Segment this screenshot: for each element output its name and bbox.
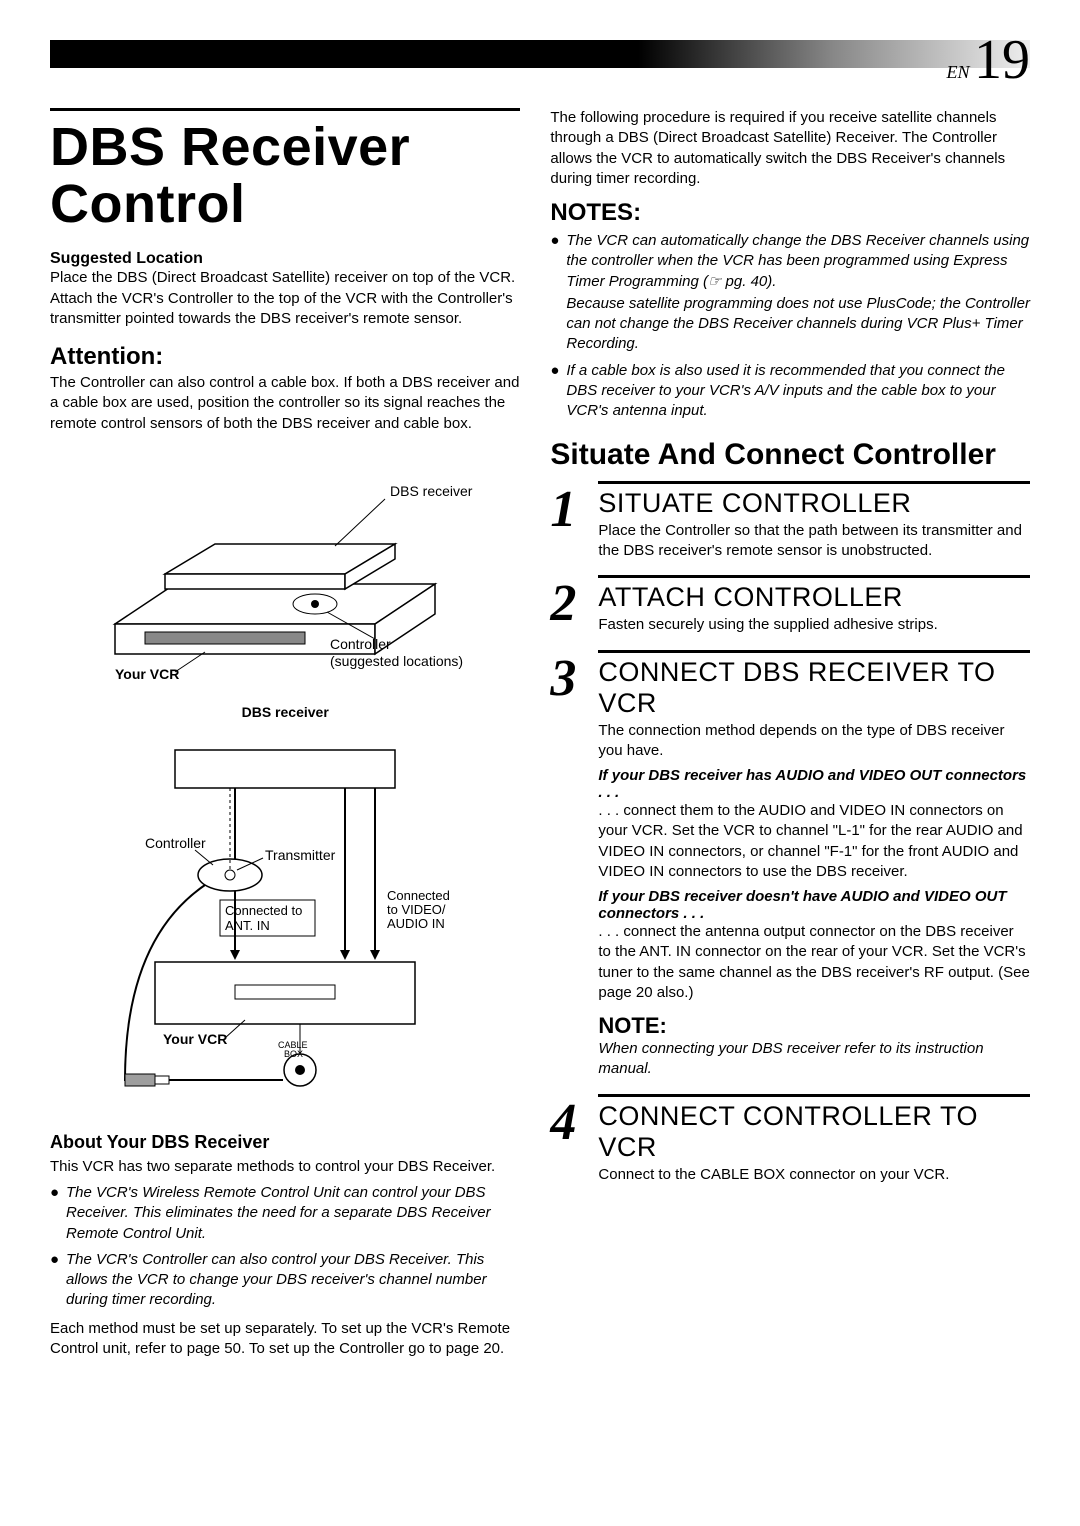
step-2-text: Fasten securely using the supplied adhes…: [598, 615, 1030, 635]
step-1-rule: [598, 481, 1030, 484]
step-2-num: 2: [550, 575, 586, 635]
step-4: 4 CONNECT CONTROLLER TO VCR Connect to t…: [550, 1094, 1030, 1185]
diagram2-header: DBS receiver: [50, 704, 520, 720]
d2-av: Connected to VIDEO/ AUDIO IN: [387, 888, 454, 931]
two-column-layout: DBS Receiver Control Suggested Location …: [50, 108, 1030, 1359]
about-intro: This VCR has two separate methods to con…: [50, 1157, 520, 1177]
notes-title: NOTES:: [550, 199, 1030, 227]
attention-body: The Controller can also control a cable …: [50, 373, 520, 434]
step-3-title: CONNECT DBS RECEIVER TO VCR: [598, 657, 1030, 719]
about-outro: Each method must be set up separately. T…: [50, 1319, 520, 1360]
diagram-wiring: Controller Transmitter Connected to ANT.…: [50, 740, 520, 1120]
about-head: About Your DBS Receiver: [50, 1132, 520, 1153]
step-3-sub2-head: If your DBS receiver doesn't have AUDIO …: [598, 888, 1030, 922]
d2-transmitter: Transmitter: [265, 847, 336, 863]
situate-connect-title: Situate And Connect Controller: [550, 439, 1030, 471]
note-0: The VCR can automatically change the DBS…: [550, 231, 1030, 355]
d1-vcr-label: Your VCR: [115, 666, 179, 682]
step-4-title: CONNECT CONTROLLER TO VCR: [598, 1101, 1030, 1163]
d2-ant: Connected to ANT. IN: [225, 903, 306, 933]
step-2: 2 ATTACH CONTROLLER Fasten securely usin…: [550, 575, 1030, 635]
step-3-sub1-head: If your DBS receiver has AUDIO and VIDEO…: [598, 767, 1030, 801]
step-1-title: SITUATE CONTROLLER: [598, 488, 1030, 519]
about-bullet-0: The VCR's Wireless Remote Control Unit c…: [50, 1183, 520, 1244]
d2-cablebox2: BOX: [284, 1049, 303, 1059]
attention-title: Attention:: [50, 343, 520, 371]
step-1: 1 SITUATE CONTROLLER Place the Controlle…: [550, 481, 1030, 562]
about-bullet-1: The VCR's Controller can also control yo…: [50, 1250, 520, 1311]
step-4-text: Connect to the CABLE BOX connector on yo…: [598, 1165, 1030, 1185]
step-3-sub2-text: . . . connect the antenna output connect…: [598, 922, 1030, 1003]
about-bullets: The VCR's Wireless Remote Control Unit c…: [50, 1183, 520, 1311]
step-1-num: 1: [550, 481, 586, 562]
note-1-main: If a cable box is also used it is recomm…: [566, 362, 1005, 420]
suggested-location-head: Suggested Location: [50, 250, 520, 268]
header-gradient-bar: EN 19: [50, 40, 1030, 68]
step-3-note-text: When connecting your DBS receiver refer …: [598, 1039, 1030, 1080]
note-0-main: The VCR can automatically change the DBS…: [566, 232, 1029, 290]
left-column: DBS Receiver Control Suggested Location …: [50, 108, 520, 1359]
suggested-location-body: Place the DBS (Direct Broadcast Satellit…: [50, 268, 520, 329]
step-1-text: Place the Controller so that the path be…: [598, 521, 1030, 562]
note-0-sub: Because satellite programming does not u…: [566, 294, 1030, 355]
note-1: If a cable box is also used it is recomm…: [550, 361, 1030, 422]
d1-dbs-label: DBS receiver: [390, 483, 473, 499]
d2-vcr: Your VCR: [163, 1031, 227, 1047]
step-3: 3 CONNECT DBS RECEIVER TO VCR The connec…: [550, 650, 1030, 1080]
d1-controller-label: Controller: [330, 636, 391, 652]
page-prefix: EN: [946, 62, 969, 82]
d2-controller: Controller: [145, 835, 206, 851]
page-number: EN 19: [946, 32, 1030, 88]
step-3-text: The connection method depends on the typ…: [598, 721, 1030, 762]
step-3-note-title: NOTE:: [598, 1013, 1030, 1039]
title-rule: [50, 108, 520, 111]
d1-suggested-label: (suggested locations): [330, 653, 463, 669]
step-3-sub1-text: . . . connect them to the AUDIO and VIDE…: [598, 801, 1030, 882]
notes-list: The VCR can automatically change the DBS…: [550, 231, 1030, 421]
step-2-rule: [598, 575, 1030, 578]
step-3-num: 3: [550, 650, 586, 1080]
step-2-title: ATTACH CONTROLLER: [598, 582, 1030, 613]
step-4-rule: [598, 1094, 1030, 1097]
diagram-isometric: DBS receiver Your VCR Controller (sugges…: [50, 454, 520, 694]
main-title: DBS Receiver Control: [50, 119, 520, 232]
page-number-value: 19: [974, 29, 1030, 91]
step-4-num: 4: [550, 1094, 586, 1185]
right-intro: The following procedure is required if y…: [550, 108, 1030, 189]
right-column: The following procedure is required if y…: [550, 108, 1030, 1359]
step-3-rule: [598, 650, 1030, 653]
